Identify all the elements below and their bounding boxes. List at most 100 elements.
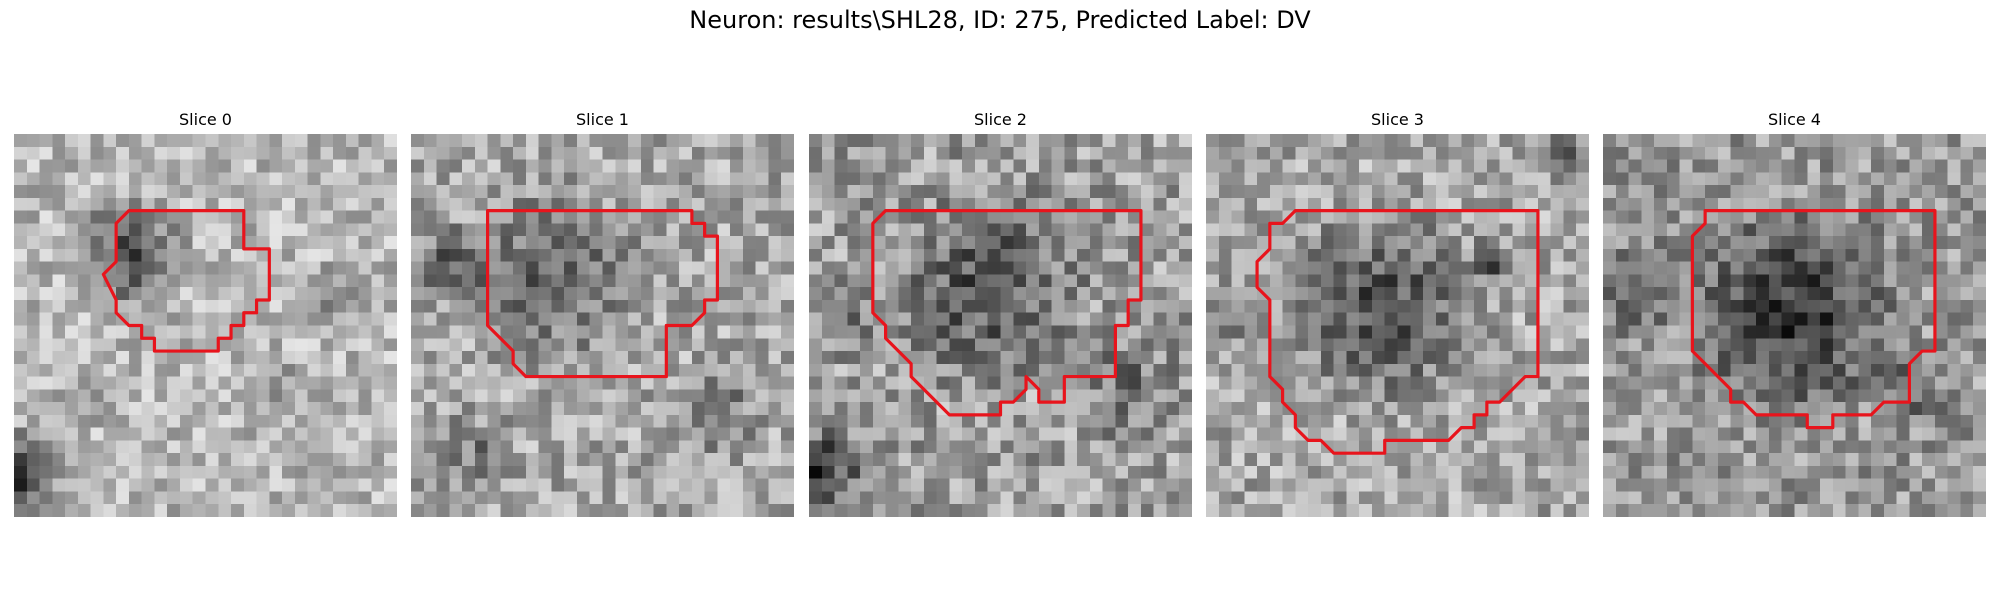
image-pixel (384, 338, 397, 352)
image-pixel (949, 325, 963, 339)
image-pixel (538, 236, 552, 250)
image-pixel (1308, 312, 1322, 326)
image-pixel (1845, 172, 1859, 186)
image-pixel (1346, 427, 1360, 441)
image-pixel (1153, 325, 1167, 339)
image-pixel (1153, 210, 1167, 224)
image-pixel (307, 146, 321, 160)
image-pixel (1615, 274, 1629, 288)
image-pixel (615, 210, 629, 224)
image-pixel (666, 376, 680, 390)
image-pixel (1359, 274, 1373, 288)
image-pixel (1781, 248, 1795, 262)
image-pixel (1166, 491, 1180, 505)
image-pixel (500, 389, 514, 403)
image-pixel (1934, 491, 1948, 505)
image-pixel (384, 159, 397, 173)
image-pixel (1166, 146, 1180, 160)
image-pixel (1896, 210, 1910, 224)
image-pixel (1807, 185, 1821, 199)
image-pixel (423, 427, 437, 441)
image-pixel (949, 287, 963, 301)
image-pixel (1628, 134, 1642, 148)
image-pixel (640, 185, 654, 199)
image-pixel (962, 223, 976, 237)
image-pixel (1026, 325, 1040, 339)
image-pixel (742, 172, 756, 186)
image-pixel (1922, 159, 1936, 173)
image-pixel (462, 427, 476, 441)
image-pixel (1371, 453, 1385, 467)
image-pixel (192, 210, 206, 224)
image-pixel (26, 427, 40, 441)
image-pixel (1077, 261, 1091, 275)
image-pixel (243, 172, 257, 186)
image-pixel (1474, 274, 1488, 288)
image-pixel (666, 210, 680, 224)
image-pixel (911, 440, 925, 454)
image-pixel (65, 287, 79, 301)
image-pixel (911, 274, 925, 288)
image-pixel (1563, 414, 1577, 428)
image-pixel (691, 465, 705, 479)
image-pixel (1448, 287, 1462, 301)
image-pixel (371, 312, 385, 326)
image-pixel (333, 172, 347, 186)
image-pixel (1435, 414, 1449, 428)
image-pixel (589, 261, 603, 275)
image-pixel (154, 440, 168, 454)
image-pixel (1896, 261, 1910, 275)
image-pixel (847, 172, 861, 186)
image-pixel (885, 261, 899, 275)
image-pixel (1038, 261, 1052, 275)
image-pixel (1883, 261, 1897, 275)
image-pixel (243, 491, 257, 505)
image-pixel (1244, 236, 1258, 250)
image-pixel (1102, 440, 1116, 454)
image-pixel (628, 363, 642, 377)
image-pixel (192, 146, 206, 160)
image-pixel (1499, 325, 1513, 339)
image-pixel (538, 504, 552, 517)
image-pixel (52, 185, 66, 199)
image-pixel (1282, 312, 1296, 326)
image-pixel (282, 223, 296, 237)
image-pixel (628, 185, 642, 199)
image-pixel (218, 453, 232, 467)
image-pixel (1153, 172, 1167, 186)
image-pixel (1102, 351, 1116, 365)
image-pixel (525, 159, 539, 173)
image-pixel (1153, 402, 1167, 416)
image-pixel (1269, 274, 1283, 288)
image-pixel (898, 402, 912, 416)
image-pixel (1206, 248, 1220, 262)
image-pixel (179, 236, 193, 250)
image-pixel (1371, 223, 1385, 237)
image-pixel (1666, 338, 1680, 352)
image-pixel (282, 159, 296, 173)
image-pixel (1397, 287, 1411, 301)
image-pixel (1871, 478, 1885, 492)
image-pixel (192, 223, 206, 237)
image-pixel (1743, 197, 1757, 211)
image-pixel (39, 376, 53, 390)
image-pixel (1947, 248, 1961, 262)
image-pixel (1628, 453, 1642, 467)
image-pixel (615, 172, 629, 186)
image-pixel (755, 248, 769, 262)
image-pixel (1179, 402, 1192, 416)
image-pixel (1537, 134, 1551, 148)
image-pixel (243, 414, 257, 428)
image-pixel (1166, 185, 1180, 199)
image-pixel (755, 465, 769, 479)
image-pixel (345, 185, 359, 199)
image-pixel (307, 210, 321, 224)
image-pixel (717, 338, 731, 352)
image-pixel (1128, 351, 1142, 365)
image-pixel (1140, 453, 1154, 467)
image-pixel (1486, 376, 1500, 390)
image-pixel (525, 287, 539, 301)
image-pixel (1909, 325, 1923, 339)
image-pixel (1654, 274, 1668, 288)
image-pixel (179, 172, 193, 186)
